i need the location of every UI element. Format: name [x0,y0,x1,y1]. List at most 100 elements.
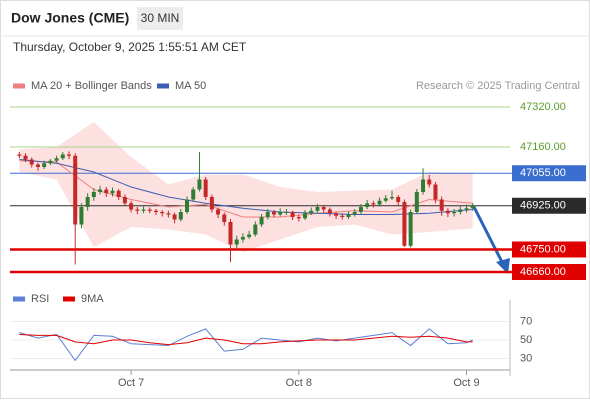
candle-body [216,209,221,215]
rsi-line [19,333,473,346]
candle-body [104,189,109,194]
candle-body [35,164,40,167]
candle-body [427,179,432,185]
candle-body [110,190,115,194]
legend-swatch [157,83,169,89]
legend-label: MA 50 [175,80,206,92]
candle-body [147,209,152,211]
candle-body [284,212,289,213]
candle-body [396,197,401,202]
level-label: 46660.00 [520,266,566,278]
legend-swatch [13,83,25,89]
candle-body [278,212,283,215]
candle-body [91,192,96,197]
candle-body [135,209,140,211]
candle-body [377,200,382,205]
candle-body [129,203,134,210]
candle-body [203,179,208,197]
candle-body [178,212,183,220]
candle-body [296,217,301,219]
candle-body [191,189,196,200]
candle-body [160,212,165,214]
candle-body [408,212,413,246]
candle-body [414,192,419,212]
legend-label: MA 20 + Bollinger Bands [31,80,152,92]
candle-body [67,154,72,156]
candle-body [358,207,363,212]
level-label: 47160.00 [520,141,566,153]
candle-body [116,190,121,197]
candle-body [259,217,264,225]
candle-body [309,210,314,214]
bollinger-band [19,122,473,252]
candle-body [209,197,214,210]
candle-body [402,202,407,246]
forecast-arrowhead [496,258,510,274]
candle-body [365,203,370,207]
candle-body [172,214,177,220]
x-tick-label: Oct 9 [453,377,479,389]
candle-body [253,224,258,235]
level-label: 47320.00 [520,101,566,113]
candle-body [166,213,171,215]
level-box [512,264,586,280]
legend-label: RSI [31,293,49,305]
candle-body [271,212,276,215]
level-label: 47055.00 [520,167,566,179]
interval: 30 MIN [141,11,180,25]
candle-body [29,159,34,165]
rsi-tick-label: 30 [520,352,532,364]
candle-body [79,207,84,225]
candle-body [334,213,339,216]
candle-body [290,212,295,217]
level-label: 46925.00 [520,200,566,212]
candle-body [265,212,270,217]
candle-body [452,212,457,214]
forecast-arrow [472,206,505,265]
x-tick-label: Oct 8 [286,377,312,389]
candle-body [228,222,233,245]
candle-body [23,155,28,160]
candle-body [153,210,158,212]
level-box [512,197,586,214]
candle-body [247,234,252,237]
candle-body [321,207,326,210]
legend-swatch [13,296,25,302]
candle-body [234,239,239,245]
candle-body [73,155,78,225]
source: Research © 2025 Trading Central [416,80,580,92]
candle-body [48,160,53,164]
candle-body [470,205,475,209]
rsi-tick-label: 70 [520,315,532,327]
candle-body [433,184,438,200]
candle-body [383,198,388,201]
legend-label: 9MA [81,293,104,305]
candle-body [85,197,90,207]
candle-body [197,179,202,190]
candle-body [327,209,332,214]
rsi-tick-label: 50 [520,334,532,346]
candle-body [315,207,320,211]
candle-body [42,163,47,167]
candle-body [421,179,426,192]
candle-body [371,203,376,205]
subtitle: Thursday, October 9, 2025 1:55:51 AM CET [13,40,247,54]
candle-body [17,154,22,156]
candle-body [185,199,190,212]
candle-body [346,214,351,217]
interval-box [137,7,183,30]
candle-body [352,212,357,215]
candle-body [98,189,103,192]
level-box [512,165,586,182]
candle-body [222,214,227,222]
candle-body [60,154,65,159]
candle-body [464,208,469,210]
candle-body [389,197,394,199]
candle-body [141,209,146,211]
candle-body [445,210,450,214]
level-box [512,241,586,258]
candle-body [303,213,308,219]
chart-title: Dow Jones (CME) [11,10,129,26]
